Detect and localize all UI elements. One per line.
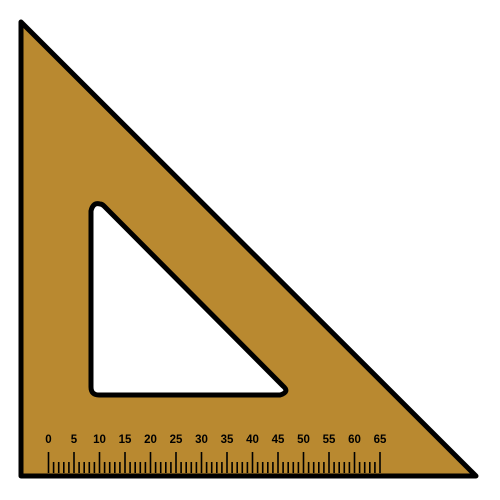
ruler-ticks — [47, 452, 381, 473]
ruler-label: 20 — [144, 434, 157, 446]
ruler-label: 25 — [170, 434, 183, 446]
ruler-label: 35 — [221, 434, 234, 446]
ruler-label: 40 — [246, 434, 259, 446]
ruler-label: 30 — [195, 434, 208, 446]
ruler-label: 60 — [348, 434, 361, 446]
ruler-label: 15 — [119, 434, 132, 446]
ruler-label: 65 — [374, 434, 387, 446]
ruler-labels: 0 5 10 15 20 25 30 35 40 45 50 55 60 65 — [45, 434, 387, 446]
ruler-label: 55 — [323, 434, 336, 446]
ruler-label: 50 — [297, 434, 310, 446]
set-square-cutout — [88, 201, 289, 398]
ruler-label: 0 — [45, 434, 51, 446]
ruler-label: 5 — [71, 434, 78, 446]
ruler-label: 10 — [93, 434, 106, 446]
ruler-label: 45 — [272, 434, 285, 446]
